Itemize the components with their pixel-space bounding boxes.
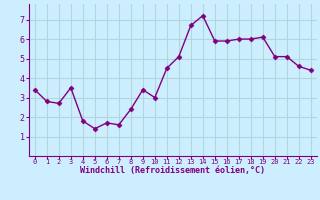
X-axis label: Windchill (Refroidissement éolien,°C): Windchill (Refroidissement éolien,°C)	[80, 166, 265, 175]
